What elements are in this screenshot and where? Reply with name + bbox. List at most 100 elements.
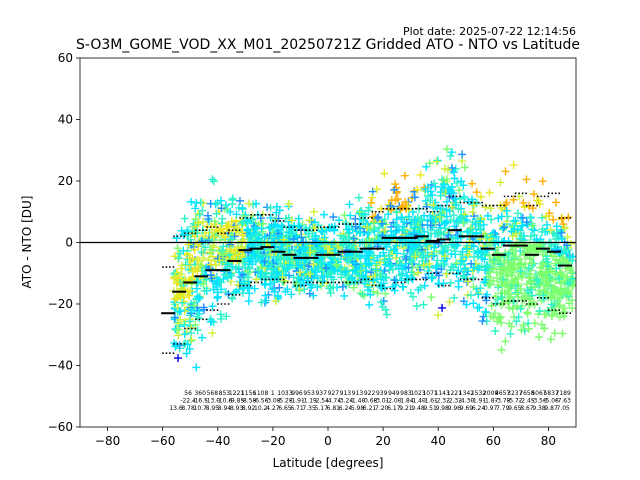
scatter-point [252, 199, 261, 208]
scatter-point [247, 211, 256, 220]
scatter-point [505, 319, 514, 328]
scatter-point [560, 304, 569, 313]
stat-annotation: 996 [291, 390, 303, 397]
scatter-point [521, 259, 530, 268]
scatter-point [228, 235, 237, 244]
scatter-point [179, 293, 188, 302]
scatter-point [415, 260, 424, 269]
scatter-point [426, 221, 435, 230]
scatter-point [227, 217, 236, 226]
x-tick-label: 60 [486, 434, 501, 448]
scatter-point [461, 264, 470, 273]
scatter-point [358, 290, 367, 299]
scatter-point [368, 193, 377, 202]
scatter-point [484, 234, 493, 243]
stat-annotation: 7189 [556, 390, 571, 397]
scatter-point [538, 213, 547, 222]
scatter-point [456, 194, 465, 203]
scatter-point [204, 214, 213, 223]
scatter-point [549, 283, 558, 292]
scatter-point [568, 304, 576, 313]
stat-annotation: 1108 [253, 390, 268, 397]
scatter-point [433, 311, 442, 320]
stat-annotation: 927 [328, 390, 340, 397]
scatter-point [306, 248, 315, 257]
scatter-point [448, 163, 457, 172]
scatter-point [376, 258, 385, 267]
scatter-point [492, 232, 501, 241]
scatter-point [367, 239, 376, 248]
stat-annotation: -3.08 [265, 398, 281, 405]
scatter-point [367, 198, 376, 207]
scatter-point [469, 273, 478, 282]
scatter-point [295, 268, 304, 277]
scatter-point [449, 263, 458, 272]
scatter-point [407, 257, 416, 266]
scatter-point [208, 175, 217, 184]
scatter-point [312, 240, 321, 249]
scatter-point [443, 165, 452, 174]
scatter-point [538, 225, 547, 234]
scatter-point [183, 227, 192, 236]
stat-annotation: -1.91 [289, 398, 305, 405]
scatter-point [170, 272, 179, 281]
scatter-point [320, 272, 329, 281]
scatter-point [345, 200, 354, 209]
scatter-point [410, 216, 419, 225]
stat-annotation: 9.69 [460, 405, 474, 412]
scatter-point [244, 199, 253, 208]
scatter-point [390, 245, 399, 254]
scatter-point [481, 307, 490, 316]
scatter-point [557, 215, 566, 224]
scatter-point [257, 298, 266, 307]
scatter-point [437, 246, 446, 255]
scatter-point [452, 259, 461, 268]
scatter-point [332, 260, 341, 269]
scatter-point [560, 224, 569, 233]
scatter-point [421, 184, 430, 193]
scatter-point [412, 302, 421, 311]
scatter-point [384, 200, 393, 209]
scatter-point [559, 272, 568, 281]
scatter-point [456, 250, 465, 259]
scatter-point [195, 293, 204, 302]
scatter-point [177, 261, 186, 270]
scatter-point [476, 284, 485, 293]
scatter-point [486, 312, 495, 321]
scatter-point [426, 187, 435, 196]
scatter-point [477, 215, 486, 224]
scatter-point [374, 213, 383, 222]
stat-annotation: -1.84 [398, 398, 414, 405]
stat-annotation: 1221 [229, 390, 244, 397]
stat-annotation: 1532 [471, 390, 486, 397]
scatter-point [325, 244, 334, 253]
scatter-point [428, 191, 437, 200]
scatter-point [290, 221, 299, 230]
scatter-point [416, 283, 425, 292]
scatter-point [433, 204, 442, 213]
scatter-point [421, 239, 430, 248]
scatter-point [177, 280, 186, 289]
scatter-point [523, 286, 532, 295]
scatter-point [439, 260, 448, 269]
scatter-point [370, 218, 379, 227]
scatter-point [526, 273, 535, 282]
scatter-point [265, 223, 274, 232]
scatter-point [425, 259, 434, 268]
scatter-point [172, 340, 181, 349]
scatter-point [216, 196, 225, 205]
scatter-point [341, 267, 350, 276]
stat-annotation: 1221 [447, 390, 462, 397]
scatter-point [187, 335, 196, 344]
scatter-point [420, 281, 429, 290]
scatter-point [313, 263, 322, 272]
scatter-point [210, 177, 219, 186]
scatter-point [400, 218, 409, 227]
scatter-point [452, 270, 461, 279]
scatter-point [533, 275, 542, 284]
scatter-point [330, 246, 339, 255]
scatter-point [423, 191, 432, 200]
scatter-point [372, 185, 381, 194]
scatter-point [502, 198, 511, 207]
